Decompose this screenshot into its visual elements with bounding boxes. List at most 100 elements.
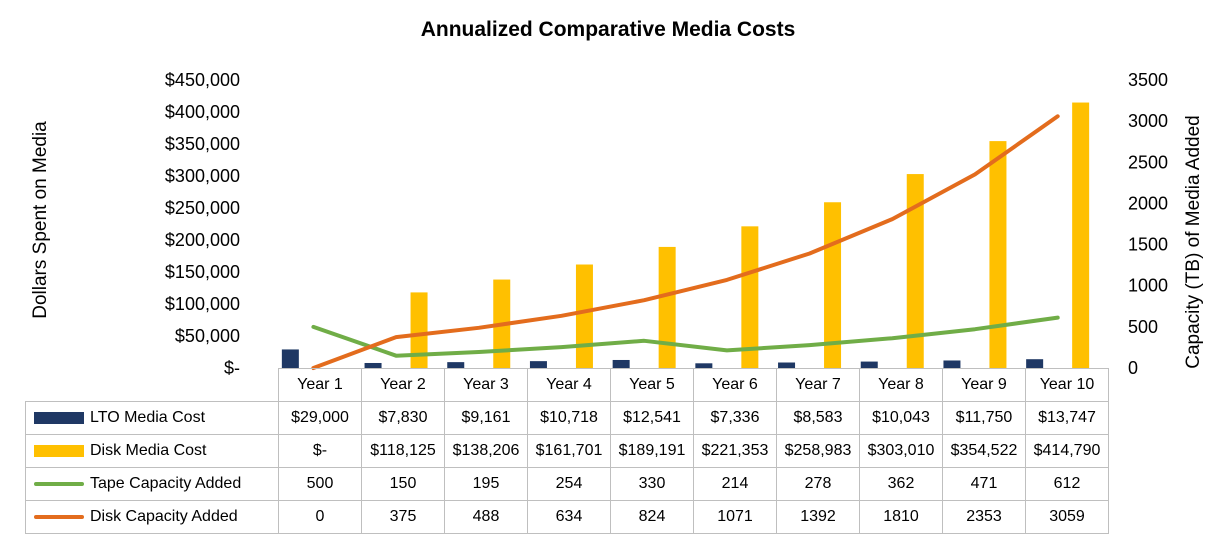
data-label: 254 <box>527 467 611 501</box>
legend-label: LTO Media Cost <box>90 409 206 426</box>
legend-entry: Disk Media Cost <box>25 434 279 468</box>
y2-tick-label: 1000 <box>1128 276 1168 296</box>
category-label: Year 10 <box>1025 368 1109 402</box>
y-axis-title: Dollars Spent on Media <box>30 121 51 319</box>
category-label: Year 6 <box>693 368 777 402</box>
bar-disk-media-cost <box>410 292 428 368</box>
legend-key <box>34 481 84 486</box>
data-label: $8,583 <box>776 401 860 435</box>
data-label: $29,000 <box>278 401 362 435</box>
data-label: $221,353 <box>693 434 777 468</box>
data-label: 1810 <box>859 500 943 534</box>
bar-disk-media-cost <box>658 246 676 368</box>
legend-key <box>34 514 84 519</box>
data-label: $13,747 <box>1025 401 1109 435</box>
category-label: Year 9 <box>942 368 1026 402</box>
data-label: $9,161 <box>444 401 528 435</box>
table-row: Disk Media Cost $- $118,125 $138,206 $161,70… <box>25 434 1109 468</box>
bar-disk-media-cost <box>1072 102 1090 369</box>
category-label: Year 7 <box>776 368 860 402</box>
table-row: Disk Capacity Added 0 375 488 634 824 1071 1392… <box>25 500 1109 534</box>
category-label: Year 4 <box>527 368 611 402</box>
data-label: 375 <box>361 500 445 534</box>
y2-tick-label: 2500 <box>1128 152 1168 172</box>
data-label: $12,541 <box>610 401 694 435</box>
bar-disk-media-cost <box>906 174 924 368</box>
data-label: 1392 <box>776 500 860 534</box>
data-label: 488 <box>444 500 528 534</box>
bar-disk-media-cost <box>741 226 759 368</box>
data-label: 0 <box>278 500 362 534</box>
data-label: $- <box>278 434 362 468</box>
y-tick-label: $350,000 <box>165 134 240 154</box>
y-tick-label: $50,000 <box>175 326 240 346</box>
y2-axis-title: Capacity (TB) of Media Added <box>1183 115 1204 368</box>
bar-lto-media-cost <box>943 360 961 368</box>
bar-lto-media-cost <box>695 363 713 368</box>
y-tick-label: $300,000 <box>165 166 240 186</box>
line-tape-capacity-added <box>311 315 1060 358</box>
data-label: $414,790 <box>1025 434 1109 468</box>
y-tick-label: $400,000 <box>165 102 240 122</box>
y-tick-label: $450,000 <box>165 70 240 90</box>
category-label: Year 2 <box>361 368 445 402</box>
legend-entry: LTO Media Cost <box>25 401 279 435</box>
data-label: 330 <box>610 467 694 501</box>
data-label: 2353 <box>942 500 1026 534</box>
data-label: 824 <box>610 500 694 534</box>
chart-title: Annualized Comparative Media Costs <box>420 18 796 41</box>
table-corner <box>26 369 279 402</box>
legend-entry: Disk Capacity Added <box>25 500 279 534</box>
data-label: 195 <box>444 467 528 501</box>
legend-key <box>34 411 84 424</box>
table-row: LTO Media Cost $29,000 $7,830 $9,161 $10,718… <box>25 401 1109 435</box>
bar-lto-media-cost <box>860 361 878 368</box>
bar-disk-media-cost <box>575 264 593 368</box>
data-label: $10,043 <box>859 401 943 435</box>
data-label: 150 <box>361 467 445 501</box>
legend-label: Tape Capacity Added <box>90 475 242 492</box>
data-label: $189,191 <box>610 434 694 468</box>
data-label: 214 <box>693 467 777 501</box>
data-table: Year 1 Year 2 Year 3 Year 4 Year 5 Year 6 Year… <box>25 368 1109 534</box>
y-tick-label: $200,000 <box>165 230 240 250</box>
category-label: Year 1 <box>278 368 362 402</box>
data-label: $161,701 <box>527 434 611 468</box>
data-label: 3059 <box>1025 500 1109 534</box>
data-label: $10,718 <box>527 401 611 435</box>
y2-tick-label: 0 <box>1128 358 1138 378</box>
y-tick-label: $100,000 <box>165 294 240 314</box>
data-label: 278 <box>776 467 860 501</box>
data-label: 500 <box>278 467 362 501</box>
data-label: $354,522 <box>942 434 1026 468</box>
legend-label: Disk Capacity Added <box>90 508 238 525</box>
y2-tick-label: 1500 <box>1128 235 1168 255</box>
data-label: 471 <box>942 467 1026 501</box>
data-label: $258,983 <box>776 434 860 468</box>
bar-lto-media-cost <box>612 359 630 368</box>
y2-tick-label: 3000 <box>1128 111 1168 131</box>
y-tick-label: $150,000 <box>165 262 240 282</box>
legend-key <box>34 444 84 457</box>
bar-lto-media-cost <box>281 349 299 368</box>
data-label: 634 <box>527 500 611 534</box>
data-label: $118,125 <box>361 434 445 468</box>
legend-label: Disk Media Cost <box>90 442 207 459</box>
data-label: 1071 <box>693 500 777 534</box>
category-label: Year 3 <box>444 368 528 402</box>
bar-lto-media-cost <box>778 362 796 368</box>
line-disk-capacity-added <box>311 114 1060 370</box>
bar-lto-media-cost <box>364 362 382 368</box>
category-label: Year 8 <box>859 368 943 402</box>
table-row: Tape Capacity Added 500 150 195 254 330 214 278… <box>25 467 1109 501</box>
data-label: 362 <box>859 467 943 501</box>
y2-tick-label: 2000 <box>1128 193 1168 213</box>
bar-disk-media-cost <box>989 141 1007 368</box>
data-label: $7,830 <box>361 401 445 435</box>
bar-lto-media-cost <box>1026 359 1044 368</box>
y-tick-label: $250,000 <box>165 198 240 218</box>
y2-tick-label: 500 <box>1128 317 1158 337</box>
data-label: $138,206 <box>444 434 528 468</box>
data-label: $303,010 <box>859 434 943 468</box>
